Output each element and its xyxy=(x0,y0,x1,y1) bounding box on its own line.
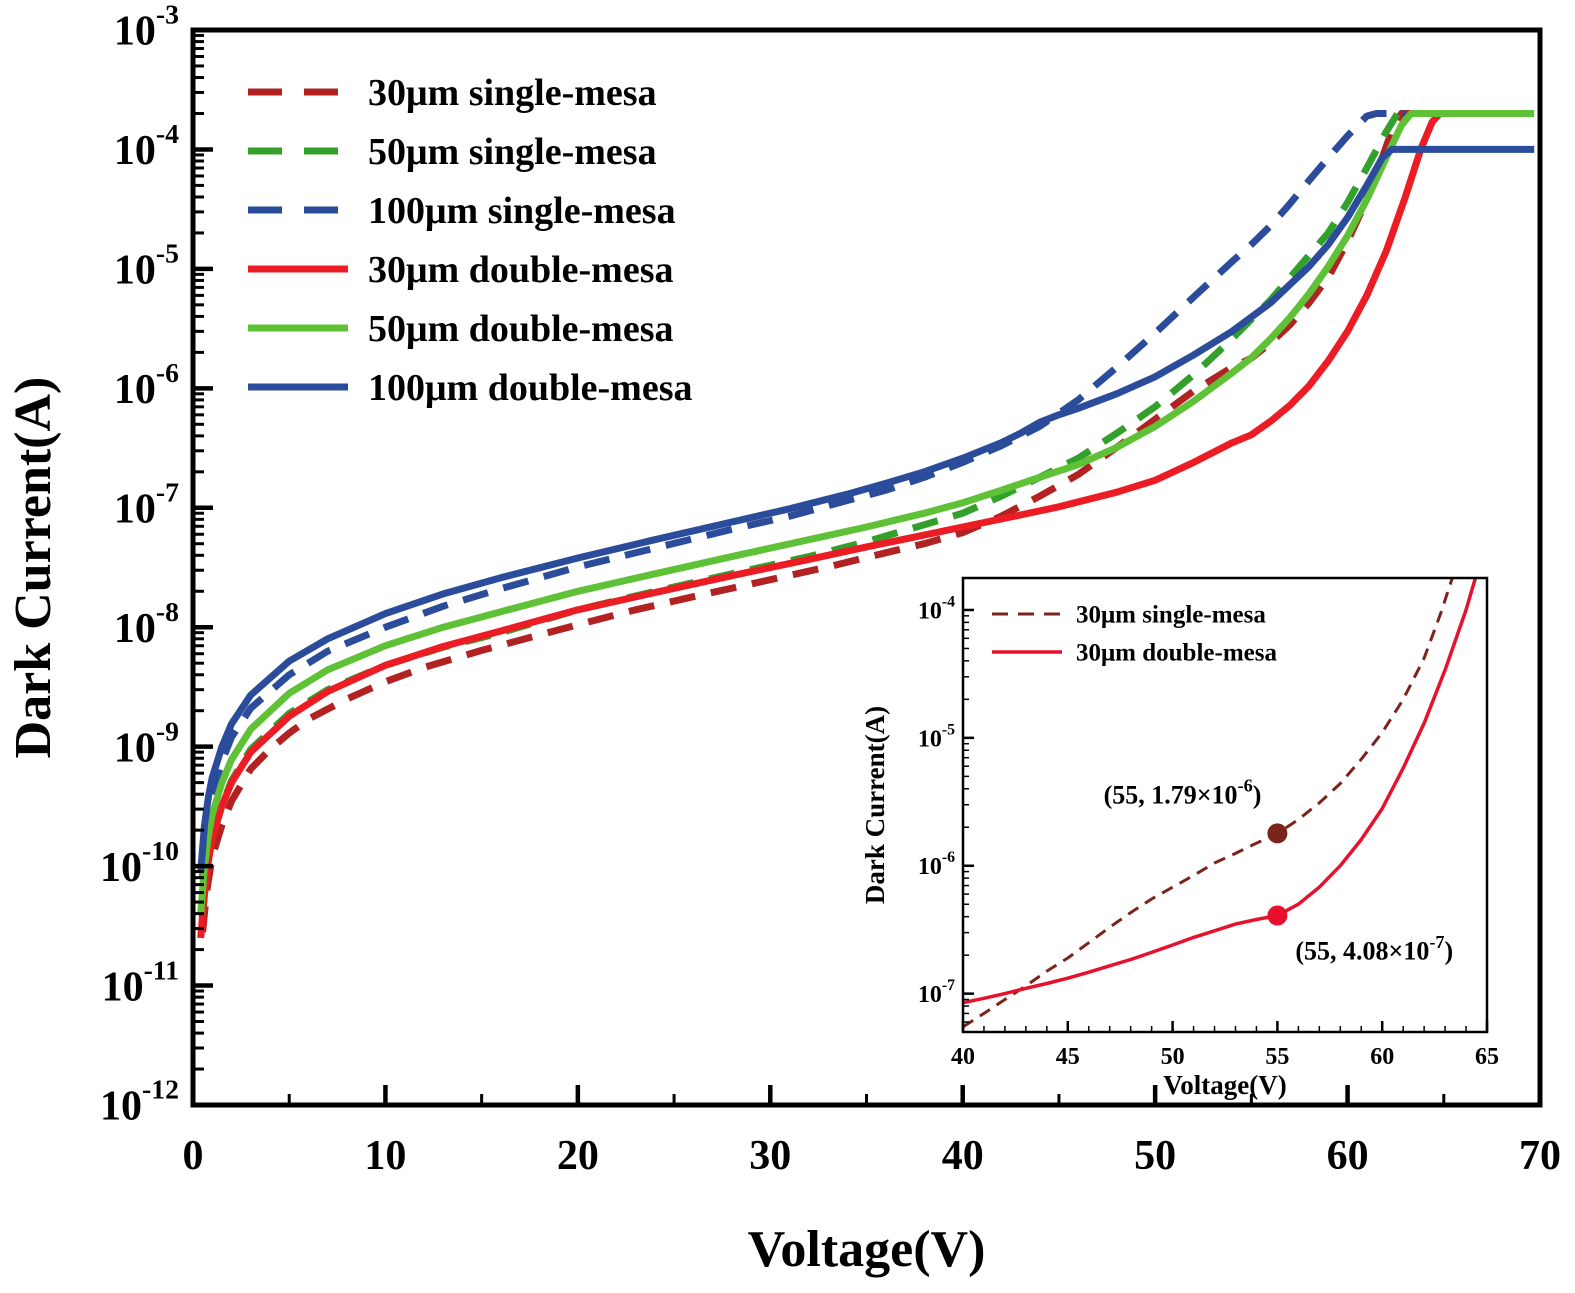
annotation-label-0: (55, 1.79×10-6) xyxy=(1104,776,1262,810)
main-plot-x-axis-title: Voltage(V) xyxy=(748,1221,986,1278)
x-tick-label: 60 xyxy=(1327,1133,1369,1179)
x-tick-label: 10 xyxy=(364,1133,406,1179)
x-tick-label: 50 xyxy=(1134,1133,1176,1179)
x-tick-label: 20 xyxy=(557,1133,599,1179)
x-tick-label: 60 xyxy=(1370,1044,1394,1070)
main-plot-legend: 30μm single-mesa 50μm single-mesa 100μm si… xyxy=(248,72,692,409)
y-tick-label: 10-9 xyxy=(114,715,179,771)
inset-plot: 40 45 50 55 60 65 10-4 10-5 10-6 10-7 Voltage(V) Da… xyxy=(860,576,1499,1100)
y-tick-label: 10-12 xyxy=(100,1074,179,1130)
curve-100um-double-mesa xyxy=(197,145,1535,872)
annotation-marker-1 xyxy=(1267,905,1288,926)
x-tick-label: 65 xyxy=(1475,1044,1499,1070)
x-tick-label: 45 xyxy=(1056,1044,1080,1070)
y-tick-label: 10-5 xyxy=(918,721,955,752)
annotation-label-1: (55, 4.08×10-7) xyxy=(1295,932,1453,966)
legend-label-inset-30um-double-mesa: 30μm double-mesa xyxy=(1076,640,1277,667)
legend-label-30um-double-mesa: 30μm double-mesa xyxy=(368,249,673,291)
main-plot-x-tick-labels: 0 10 20 30 40 50 60 70 xyxy=(183,1133,1562,1179)
x-tick-label: 70 xyxy=(1519,1133,1561,1179)
curve-30um-single-mesa xyxy=(199,110,1417,933)
inset-plot-x-axis-title: Voltage(V) xyxy=(1163,1070,1286,1100)
x-tick-label: 55 xyxy=(1265,1044,1289,1070)
x-tick-label: 0 xyxy=(183,1133,204,1179)
y-tick-label: 10-7 xyxy=(114,476,179,532)
x-tick-label: 30 xyxy=(749,1133,791,1179)
curve-inset-30um-double-mesa xyxy=(962,577,1478,1005)
inset-plot-y-axis-title: Dark Current(A) xyxy=(860,706,890,904)
legend-label-50um-double-mesa: 50μm double-mesa xyxy=(368,308,673,350)
inset-plot-legend: 30μm single-mesa 30μm double-mesa xyxy=(992,602,1277,667)
legend-label-100um-double-mesa: 100μm double-mesa xyxy=(368,367,692,409)
curve-100um-single-mesa xyxy=(199,110,1406,878)
main-plot-ticks xyxy=(190,27,1543,1108)
y-tick-label: 10-6 xyxy=(114,357,179,413)
curve-inset-30um-single-mesa xyxy=(962,577,1455,1029)
y-tick-label: 10-10 xyxy=(100,835,179,891)
curve-50um-double-mesa xyxy=(197,110,1535,914)
inset-plot-series xyxy=(962,577,1478,1029)
x-tick-label: 40 xyxy=(951,1044,975,1070)
legend-label-30um-single-mesa: 30μm single-mesa xyxy=(368,72,657,114)
x-tick-label: 40 xyxy=(942,1133,984,1179)
main-plot-y-axis-title: Dark Current(A) xyxy=(5,377,62,759)
main-plot: 0 10 20 30 40 50 60 7010-310-410-510-610-710-81… xyxy=(5,0,1561,1278)
y-tick-label: 10-8 xyxy=(114,596,179,652)
annotation-marker-0 xyxy=(1267,823,1288,844)
y-tick-label: 10-7 xyxy=(918,977,955,1008)
curve-30um-double-mesa xyxy=(197,110,1502,939)
inset-plot-ticks xyxy=(961,608,1489,1032)
y-tick-label: 10-4 xyxy=(918,593,955,624)
y-tick-label: 10-11 xyxy=(102,954,179,1010)
legend-label-inset-30um-single-mesa: 30μm single-mesa xyxy=(1076,602,1266,629)
y-tick-label: 10-3 xyxy=(114,0,179,55)
x-tick-label: 50 xyxy=(1161,1044,1185,1070)
y-tick-label: 10-6 xyxy=(918,849,955,880)
legend-label-50um-single-mesa: 50μm single-mesa xyxy=(368,131,657,173)
inset-plot-x-tick-labels: 40 45 50 55 60 65 xyxy=(951,1044,1499,1070)
main-plot-y-tick-labels: 10-3 10-4 10-5 10-6 10-7 10-8 10-9 10-10 10-11 10… xyxy=(100,0,179,1130)
main-plot-series xyxy=(197,110,1535,939)
y-tick-label: 10-5 xyxy=(114,238,179,294)
inset-plot-y-tick-labels: 10-4 10-5 10-6 10-7 xyxy=(918,593,955,1008)
y-tick-label: 10-4 xyxy=(114,118,179,174)
legend-label-100um-single-mesa: 100μm single-mesa xyxy=(368,190,676,232)
